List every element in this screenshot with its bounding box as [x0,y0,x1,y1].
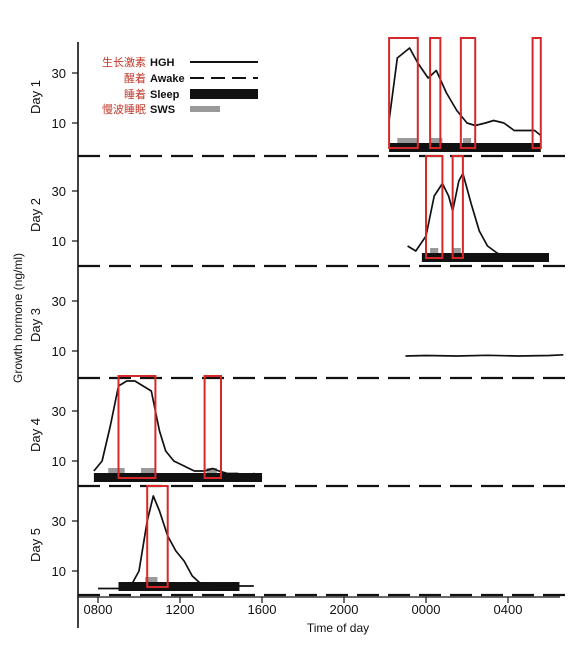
sws-mark [430,138,443,143]
highlight-box [429,37,442,149]
legend-label-en: SWS [150,104,175,116]
y-tick-label: 10 [52,234,66,249]
y-tick-label: 10 [52,564,66,579]
sws-mark [108,468,125,473]
x-tick-label: 0800 [84,602,113,617]
hgh-series-line [388,47,542,137]
legend-label-cn: 睡着 [124,87,146,101]
day-label: Day 1 [28,80,43,114]
sws-mark [141,468,156,473]
day-label: Day 4 [28,418,43,452]
sws-mark [206,468,217,473]
highlight-box [203,375,223,479]
y-axis-label: Growth hormone (ng/ml) [11,253,25,383]
x-tick-label: 2000 [330,602,359,617]
hgh-series-line [405,353,564,357]
legend-label-cn: 慢波睡眠 [102,103,146,116]
day-panel: Day 1 30 10 [28,37,565,158]
x-tick-label: 0400 [494,602,523,617]
y-tick-label: 30 [52,514,66,529]
sleep-bar [421,253,549,262]
y-tick-label: 30 [52,404,66,419]
sws-mark [397,138,418,143]
sws-mark [462,138,472,143]
y-tick-label: 10 [52,454,66,469]
y-tick-label: 30 [52,294,66,309]
day-panel: Day 5 30 10 [28,485,565,597]
legend-swatch-stipple [190,106,220,112]
day-panel: Day 2 30 10 [28,155,565,268]
legend-label-en: Sleep [150,89,180,101]
legend-label-en: HGH [150,57,175,69]
x-tick-label: 0000 [412,602,441,617]
legend-swatch-bar [190,89,258,99]
hgh-series-line [407,172,549,257]
sws-mark [452,248,461,253]
y-tick-label: 10 [52,344,66,359]
day-panel: Day 3 30 10 [28,294,565,380]
y-tick-label: 10 [52,116,66,131]
x-tick-label: 1200 [166,602,195,617]
legend: 生长激素 HGH 醒着 Awake 睡着 Sleep 慢波睡眠 SWS [102,55,258,116]
x-axis-label: Time of day [307,621,369,635]
day-label: Day 3 [28,308,43,342]
x-axis-ticks: 0800 1200 1600 2000 0000 0400 [84,597,523,617]
sws-mark [430,248,439,253]
legend-label-en: Awake [150,73,185,85]
legend-label-cn: 醒着 [124,71,146,85]
y-tick-label: 30 [52,184,66,199]
hgh-series-line [93,380,263,480]
day-label: Day 5 [28,528,43,562]
x-tick-label: 1600 [248,602,277,617]
sws-mark [145,577,158,582]
highlight-box [451,155,464,259]
highlight-box [425,155,444,259]
sleep-bar [93,473,263,482]
highlight-box [531,37,542,149]
day-label: Day 2 [28,198,43,232]
sleep-bar [118,582,240,591]
highlight-box [459,37,477,149]
highlight-box [146,485,169,588]
highlight-box [388,37,419,149]
highlight-box [117,375,157,479]
y-tick-label: 30 [52,66,66,81]
legend-label-cn: 生长激素 [102,55,146,69]
